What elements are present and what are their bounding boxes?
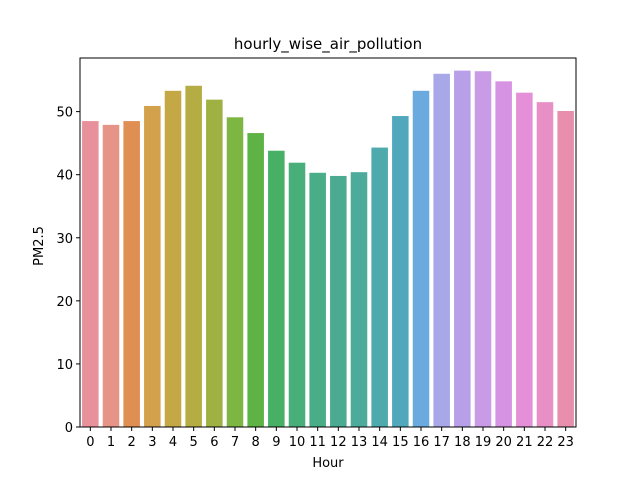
- bars-layer: [82, 70, 574, 428]
- x-tick-label: 20: [495, 435, 512, 450]
- x-tick-label: 2: [128, 435, 136, 450]
- x-ticks: 0 1 2 3 4 5 6 7 8 9 10 11 12 13 14 15 16 17 18 19 20 21 22 23: [86, 427, 574, 450]
- x-tick-label: 18: [454, 435, 471, 450]
- bar-hour-21: [516, 92, 533, 427]
- bar-hour-18: [454, 70, 471, 427]
- bar-hour-11: [309, 172, 326, 427]
- bar-hour-14: [371, 147, 388, 428]
- y-axis-label: PM2.5: [32, 226, 47, 266]
- x-tick-label: 15: [392, 435, 409, 450]
- bar-hour-19: [474, 71, 492, 427]
- y-tick-label: 20: [56, 295, 73, 310]
- bar-hour-6: [206, 99, 223, 427]
- y-tick-label: 10: [56, 358, 73, 373]
- x-tick-label: 22: [537, 435, 554, 450]
- bar-hour-1: [102, 124, 120, 427]
- x-tick-label: 6: [210, 435, 218, 450]
- y-tick-label: 40: [56, 169, 73, 184]
- x-axis-label: Hour: [312, 456, 344, 471]
- x-tick-label: 12: [330, 435, 347, 450]
- y-tick-label: 30: [56, 232, 73, 247]
- x-tick-label: 11: [309, 435, 326, 450]
- bar-hour-0: [82, 121, 99, 428]
- y-tick-label: 0: [65, 421, 73, 436]
- bar-hour-3: [144, 105, 161, 427]
- bar-hour-15: [392, 116, 409, 428]
- x-tick-label: 3: [148, 435, 156, 450]
- y-tick-label: 50: [56, 106, 73, 121]
- axes-layer: [79, 57, 577, 428]
- bar-hour-13: [350, 172, 368, 427]
- x-tick-label: 17: [433, 435, 450, 450]
- plot-frame: [79, 57, 577, 428]
- x-tick-label: 13: [351, 435, 368, 450]
- x-tick-label: 0: [86, 435, 94, 450]
- bar-hour-10: [288, 162, 306, 427]
- bar-hour-23: [557, 110, 574, 427]
- x-tick-label: 8: [252, 435, 260, 450]
- chart-title: hourly_wise_air_pollution: [234, 35, 422, 54]
- bar-hour-16: [412, 90, 430, 428]
- x-tick-label: 23: [557, 435, 574, 450]
- bar-hour-5: [185, 85, 202, 427]
- x-tick-label: 14: [371, 435, 388, 450]
- x-tick-label: 21: [516, 435, 533, 450]
- x-tick-label: 19: [475, 435, 492, 450]
- bar-hour-9: [268, 150, 285, 427]
- bar-hour-8: [247, 133, 264, 428]
- x-tick-label: 16: [413, 435, 430, 450]
- bar-hour-4: [164, 90, 182, 428]
- bar-hour-22: [536, 102, 554, 428]
- x-tick-label: 10: [289, 435, 306, 450]
- x-tick-label: 4: [169, 435, 177, 450]
- bar-hour-7: [226, 117, 244, 428]
- bar-hour-12: [330, 175, 347, 427]
- bar-hour-2: [123, 121, 140, 428]
- bar-hour-17: [433, 73, 450, 428]
- x-tick-label: 7: [231, 435, 239, 450]
- y-ticks: 0 10 20 30 40 50: [56, 106, 80, 436]
- x-tick-label: 5: [190, 435, 198, 450]
- x-tick-label: 1: [107, 435, 115, 450]
- bar-hour-20: [495, 81, 512, 427]
- x-tick-label: 9: [272, 435, 280, 450]
